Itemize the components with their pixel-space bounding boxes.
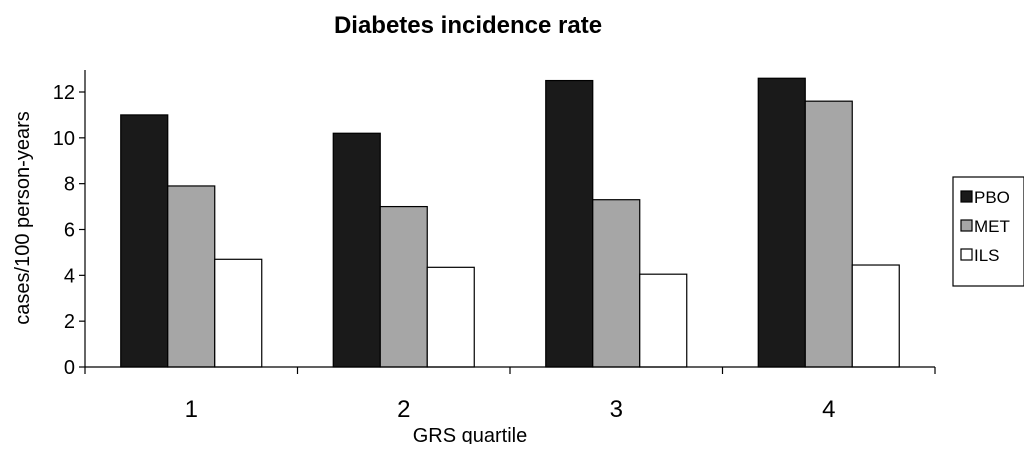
bar-pbo-q1 bbox=[120, 114, 169, 368]
bar-ils-q1 bbox=[214, 258, 263, 368]
bar-pbo-q3 bbox=[545, 79, 594, 368]
legend: PBO MET ILS bbox=[952, 176, 1024, 287]
y-axis-title: cases/100 person-years bbox=[12, 111, 34, 324]
y-tick-label: 10 bbox=[53, 128, 75, 150]
legend-swatch-pbo bbox=[960, 190, 973, 203]
legend-label-pbo: PBO bbox=[974, 188, 1010, 207]
y-tick-label: 0 bbox=[64, 357, 75, 379]
legend-label-met: MET bbox=[974, 217, 1010, 236]
legend-label-ils: ILS bbox=[974, 246, 1000, 265]
bar-ils-q4 bbox=[851, 264, 900, 368]
chart-title: Diabetes incidence rate bbox=[334, 12, 602, 39]
x-tick-label: 2 bbox=[397, 396, 410, 423]
y-tick-label: 6 bbox=[64, 220, 75, 242]
bar-pbo-q2 bbox=[332, 132, 381, 368]
bar-ils-q3 bbox=[639, 273, 688, 368]
bar-ils-q2 bbox=[426, 266, 475, 368]
legend-swatch-met bbox=[960, 219, 973, 232]
x-tick-label: 4 bbox=[822, 396, 835, 423]
x-axis-title: GRS quartile bbox=[413, 425, 528, 444]
y-tick-label: 4 bbox=[64, 265, 75, 287]
y-tick-label: 2 bbox=[64, 311, 75, 333]
bar-pbo-q4 bbox=[757, 77, 806, 368]
bar-met-q1 bbox=[167, 185, 216, 368]
bar-met-q2 bbox=[379, 205, 428, 368]
y-tick-label: 8 bbox=[64, 174, 75, 196]
x-tick-label: 3 bbox=[610, 396, 623, 423]
y-tick-label: 12 bbox=[53, 82, 75, 104]
bar-met-q4 bbox=[804, 100, 853, 368]
bars-group bbox=[120, 77, 900, 368]
legend-swatch-ils bbox=[960, 248, 973, 261]
bar-met-q3 bbox=[592, 199, 641, 368]
x-tick-label: 1 bbox=[185, 396, 198, 423]
